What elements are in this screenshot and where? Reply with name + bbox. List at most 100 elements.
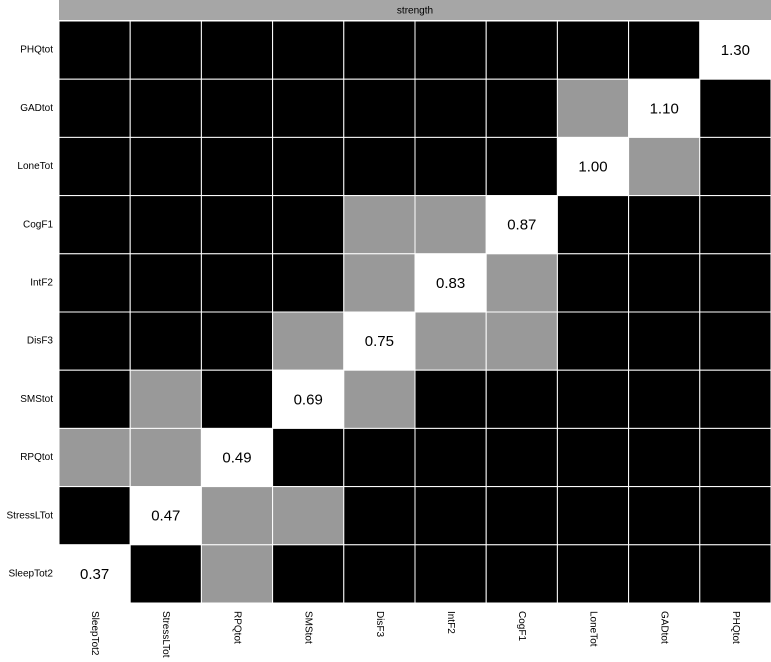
cell bbox=[58, 369, 131, 429]
cell bbox=[272, 544, 345, 604]
value-label: 0.69 bbox=[294, 391, 323, 408]
cell bbox=[628, 195, 701, 255]
cell bbox=[628, 253, 701, 313]
cell bbox=[556, 253, 630, 313]
cell bbox=[200, 544, 274, 604]
cell bbox=[129, 427, 202, 488]
x-tick-label: CogF1 bbox=[516, 611, 527, 641]
cell bbox=[129, 253, 202, 313]
value-label: 0.47 bbox=[151, 508, 180, 525]
value-label: 0.83 bbox=[436, 275, 465, 292]
cell bbox=[485, 136, 558, 197]
x-tick-label: GADtot bbox=[659, 611, 670, 644]
cell bbox=[414, 78, 487, 138]
cell bbox=[200, 195, 274, 255]
cell bbox=[343, 136, 416, 197]
strip bbox=[59, 0, 771, 20]
value-label: 0.75 bbox=[365, 333, 394, 350]
y-tick-label: DisF3 bbox=[27, 336, 54, 347]
diagonal-cell bbox=[272, 369, 345, 429]
cell bbox=[58, 253, 131, 313]
cell bbox=[699, 195, 771, 255]
y-tick-label: StressLTot bbox=[7, 510, 54, 521]
cell bbox=[628, 544, 701, 604]
x-tick-label: LoneTot bbox=[587, 611, 598, 647]
cell bbox=[343, 78, 416, 138]
cell bbox=[129, 78, 202, 138]
cell bbox=[343, 544, 416, 604]
chart-title: strength bbox=[397, 6, 433, 17]
cell bbox=[628, 427, 701, 488]
cell bbox=[485, 253, 558, 313]
cell bbox=[272, 427, 345, 488]
cell bbox=[414, 369, 487, 429]
cell bbox=[485, 78, 558, 138]
cell bbox=[556, 427, 630, 488]
cell bbox=[699, 427, 771, 488]
cell bbox=[343, 20, 416, 80]
diagonal-cell bbox=[414, 253, 487, 313]
x-tick-label: SleepTot2 bbox=[89, 611, 100, 656]
cell bbox=[343, 427, 416, 488]
cell bbox=[129, 369, 202, 429]
y-tick-label: IntF2 bbox=[30, 278, 53, 289]
cell bbox=[58, 311, 131, 371]
diagonal-cell bbox=[200, 427, 274, 488]
cell bbox=[414, 195, 487, 255]
cell bbox=[58, 486, 131, 546]
cell bbox=[129, 195, 202, 255]
cell bbox=[129, 20, 202, 80]
diagonal-cell bbox=[129, 486, 202, 546]
cell bbox=[485, 544, 558, 604]
cell bbox=[200, 253, 274, 313]
cell bbox=[414, 311, 487, 371]
diagonal-cell bbox=[58, 544, 131, 604]
cell bbox=[58, 427, 131, 488]
cell bbox=[556, 544, 630, 604]
cell bbox=[414, 544, 487, 604]
x-tick-label: DisF3 bbox=[374, 611, 385, 638]
y-tick-label: LoneTot bbox=[17, 161, 53, 172]
cell bbox=[200, 20, 274, 80]
diagonal-cell bbox=[343, 311, 416, 371]
cell bbox=[343, 253, 416, 313]
cell bbox=[699, 253, 771, 313]
cell bbox=[129, 136, 202, 197]
cell bbox=[343, 369, 416, 429]
x-tick-label: RPQtot bbox=[231, 611, 242, 644]
cell bbox=[200, 78, 274, 138]
value-label: 0.87 bbox=[507, 217, 536, 234]
value-label: 1.10 bbox=[650, 100, 679, 117]
cell bbox=[272, 78, 345, 138]
y-tick-label: GADtot bbox=[20, 103, 53, 114]
cell bbox=[699, 544, 771, 604]
cell bbox=[628, 369, 701, 429]
cell bbox=[200, 486, 274, 546]
value-label: 1.00 bbox=[578, 158, 607, 175]
cell bbox=[272, 253, 345, 313]
cell bbox=[272, 195, 345, 255]
cell bbox=[414, 486, 487, 546]
cell bbox=[414, 136, 487, 197]
cell bbox=[200, 136, 274, 197]
cell bbox=[343, 486, 416, 546]
value-label: 1.30 bbox=[721, 42, 750, 59]
y-tick-label: RPQtot bbox=[20, 452, 53, 463]
cell bbox=[485, 311, 558, 371]
cell bbox=[699, 136, 771, 197]
cell bbox=[556, 311, 630, 371]
cell bbox=[272, 20, 345, 80]
y-tick-label: CogF1 bbox=[23, 219, 53, 230]
cell bbox=[556, 20, 630, 80]
cell bbox=[556, 78, 630, 138]
cell bbox=[485, 20, 558, 80]
cell bbox=[556, 195, 630, 255]
y-tick-label: SMStot bbox=[20, 394, 53, 405]
cell bbox=[272, 311, 345, 371]
cell bbox=[200, 311, 274, 371]
cell bbox=[485, 369, 558, 429]
cell bbox=[485, 486, 558, 546]
cell bbox=[272, 136, 345, 197]
